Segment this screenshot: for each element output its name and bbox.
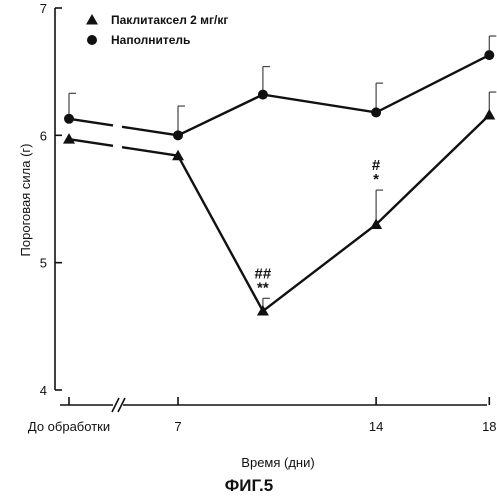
- y-tick-label: 4: [40, 383, 47, 398]
- y-axis-label: Пороговая сила (г): [18, 144, 33, 257]
- y-tick-label: 7: [40, 1, 47, 16]
- circle-marker: [64, 113, 74, 124]
- y-tick-label: 6: [40, 128, 47, 143]
- legend-item: Наполнитель: [87, 33, 190, 47]
- circle-marker: [371, 107, 382, 118]
- legend: Паклитаксел 2 мг/кг Наполнитель: [86, 13, 228, 47]
- x-tick-label: 14: [369, 419, 383, 434]
- circle-marker: [484, 50, 495, 61]
- series-vehicle: [64, 35, 497, 141]
- series-line-segment: [121, 125, 179, 137]
- x-tick-label: До обработки: [28, 419, 110, 434]
- series-line: [176, 114, 491, 313]
- series-line-segment: [68, 117, 114, 127]
- significance-mark: ##: [255, 265, 272, 282]
- series-paclitaxel: [63, 91, 497, 316]
- significance-mark: #: [372, 157, 381, 174]
- legend-label: Наполнитель: [111, 33, 190, 47]
- figure-label: ФИГ.5: [225, 476, 273, 495]
- triangle-marker: [63, 133, 75, 144]
- series-line-segment: [121, 146, 179, 157]
- y-tick-label: 5: [40, 256, 47, 271]
- triangle-marker: [370, 218, 383, 229]
- series-line-segment: [68, 137, 114, 148]
- axes: 4 5 6 7 До обработки 7 14 18: [28, 1, 497, 434]
- significance-mark: *: [373, 171, 379, 188]
- circle-marker: [173, 130, 183, 141]
- circle-marker: [87, 35, 97, 45]
- triangle-marker: [86, 14, 98, 25]
- x-axis-label: Время (дни): [241, 455, 314, 470]
- triangle-marker: [256, 305, 269, 316]
- x-tick-label: 7: [174, 419, 181, 434]
- series-line: [177, 54, 490, 137]
- x-axis-break-mark: [111, 397, 120, 413]
- x-axis-break-mark: [117, 397, 126, 413]
- triangle-marker: [483, 108, 496, 120]
- legend-label: Паклитаксел 2 мг/кг: [111, 13, 228, 27]
- x-tick-label: 18: [482, 419, 496, 434]
- triangle-marker: [172, 149, 184, 161]
- series-layer: ##** #*: [63, 35, 497, 316]
- significance-mark: **: [257, 279, 269, 296]
- circle-marker: [257, 89, 268, 100]
- legend-item: Паклитаксел 2 мг/кг: [86, 13, 228, 27]
